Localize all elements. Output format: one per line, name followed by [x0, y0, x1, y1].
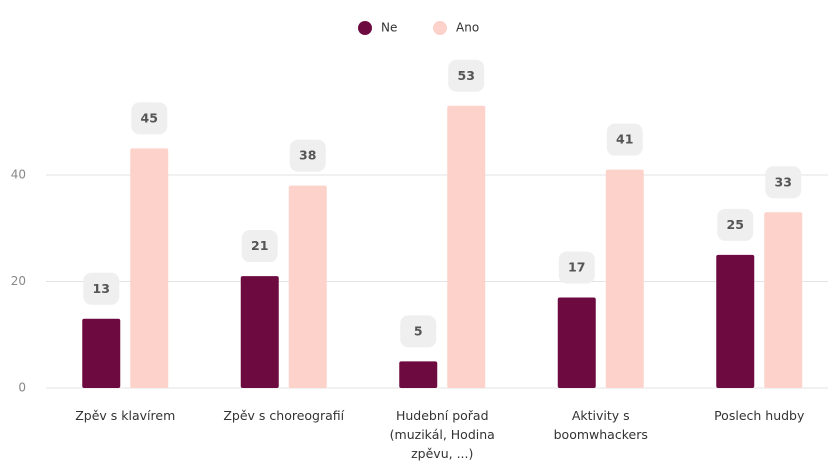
- value-label-box: [289, 139, 326, 172]
- value-label-box: [558, 251, 595, 284]
- value-label-box: [83, 272, 120, 305]
- value-label: 41: [616, 132, 633, 147]
- bar: [605, 169, 644, 388]
- value-label: 45: [141, 110, 158, 125]
- y-tick-label: 40: [11, 168, 26, 182]
- value-label: 53: [458, 68, 475, 83]
- bar: [288, 185, 327, 388]
- value-label: 17: [568, 259, 585, 274]
- value-label-box: [765, 166, 802, 199]
- legend-label: Ano: [456, 21, 479, 35]
- legend-label: Ne: [381, 21, 397, 35]
- bar: [557, 297, 596, 388]
- value-label: 38: [299, 148, 316, 163]
- value-label: 33: [775, 174, 792, 189]
- bar: [240, 276, 279, 388]
- x-tick-label: Hudební pořad (muzikál, Hodina zpěvu, ..…: [389, 408, 495, 461]
- x-tick-label: Poslech hudby: [714, 408, 805, 423]
- y-tick-label: 0: [18, 381, 26, 395]
- bar: [82, 318, 121, 388]
- y-tick-label: 20: [11, 274, 26, 288]
- value-label-box: [717, 208, 754, 241]
- bar: [130, 148, 169, 388]
- value-label: 21: [251, 238, 268, 253]
- x-tick-label: Aktivity s boomwhackers: [553, 408, 648, 442]
- value-label-box: [131, 102, 168, 135]
- bar: [399, 361, 438, 388]
- value-label-box: [400, 315, 437, 348]
- bar: [716, 254, 755, 388]
- x-tick-label: Zpěv s choreografií: [223, 408, 345, 423]
- bar: [764, 212, 803, 388]
- value-label: 13: [93, 281, 110, 296]
- legend-swatch: [358, 21, 372, 35]
- value-label: 5: [414, 323, 423, 338]
- legend-swatch: [433, 21, 447, 35]
- x-tick-label: Zpěv s klavírem: [75, 408, 176, 423]
- value-label-box: [241, 230, 278, 263]
- value-label-box: [448, 59, 485, 92]
- value-label: 25: [727, 217, 744, 232]
- bar: [447, 105, 486, 389]
- value-label-box: [606, 123, 643, 156]
